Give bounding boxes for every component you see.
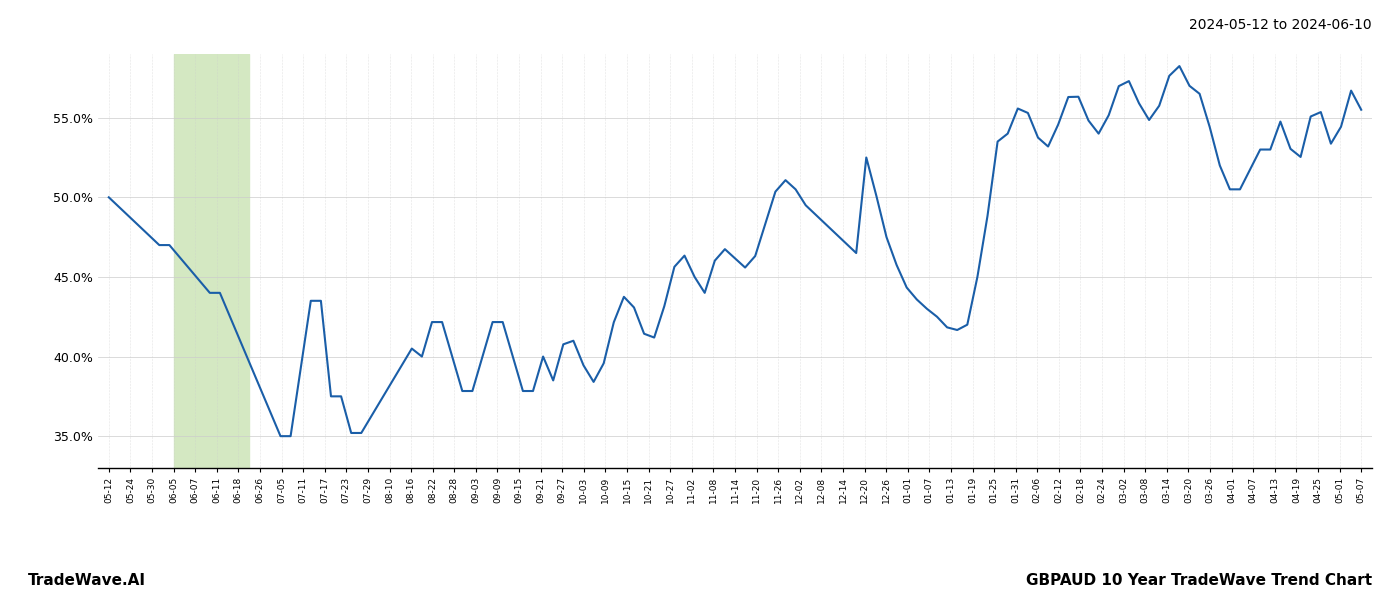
Bar <box>174 54 249 468</box>
Text: 2024-05-12 to 2024-06-10: 2024-05-12 to 2024-06-10 <box>1190 18 1372 32</box>
Text: GBPAUD 10 Year TradeWave Trend Chart: GBPAUD 10 Year TradeWave Trend Chart <box>1026 573 1372 588</box>
Text: TradeWave.AI: TradeWave.AI <box>28 573 146 588</box>
